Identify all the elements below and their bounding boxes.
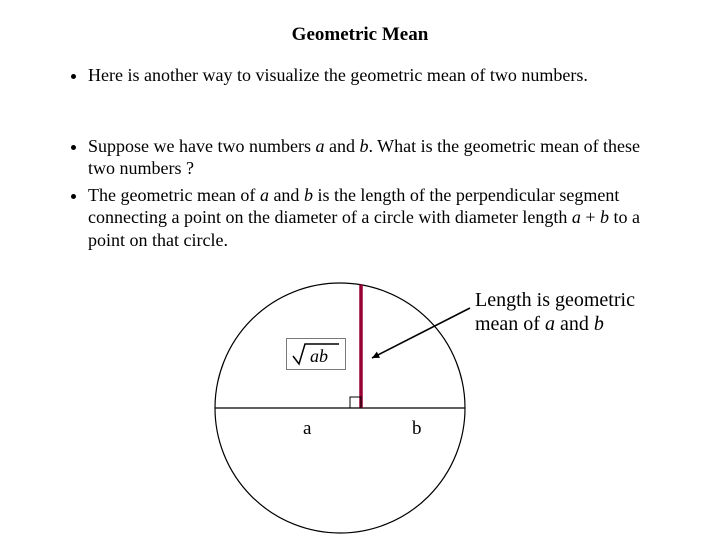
bullet-list: Here is another way to visualize the geo… (0, 64, 720, 87)
sqrt-glyph: ab (291, 342, 341, 366)
b3-mid1: and (269, 185, 304, 205)
figure-area: ab a b Length is geometric mean of a and… (180, 268, 720, 540)
circle-diagram (180, 268, 720, 540)
caption-a: a (545, 313, 555, 335)
caption-line1: Length is geometric (475, 289, 635, 311)
caption-line2-pre: mean of (475, 313, 545, 335)
b3-pre: The geometric mean of (88, 185, 260, 205)
label-b: b (412, 418, 422, 440)
b3-b2: b (600, 207, 609, 227)
b3-b: b (304, 185, 313, 205)
bullet-1: Here is another way to visualize the geo… (88, 64, 720, 87)
bullet-3: The geometric mean of a and b is the len… (88, 184, 720, 252)
b3-plus: + (581, 207, 600, 227)
slide-title: Geometric Mean (0, 0, 720, 46)
bullet-2: Suppose we have two numbers a and b. Wha… (88, 135, 720, 180)
caption-b: b (594, 313, 604, 335)
bullet-list-2: Suppose we have two numbers a and b. Wha… (0, 135, 720, 252)
bullet-1-text: Here is another way to visualize the geo… (88, 65, 588, 85)
b2-mid: and (324, 136, 359, 156)
label-a: a (303, 418, 311, 440)
sqrt-radicand: ab (310, 346, 328, 366)
b3-a2: a (572, 207, 581, 227)
length-caption: Length is geometric mean of a and b (475, 288, 635, 336)
caption-mid: and (555, 313, 594, 335)
b3-a: a (260, 185, 269, 205)
b2-pre: Suppose we have two numbers (88, 136, 315, 156)
sqrt-ab-box: ab (286, 338, 346, 370)
